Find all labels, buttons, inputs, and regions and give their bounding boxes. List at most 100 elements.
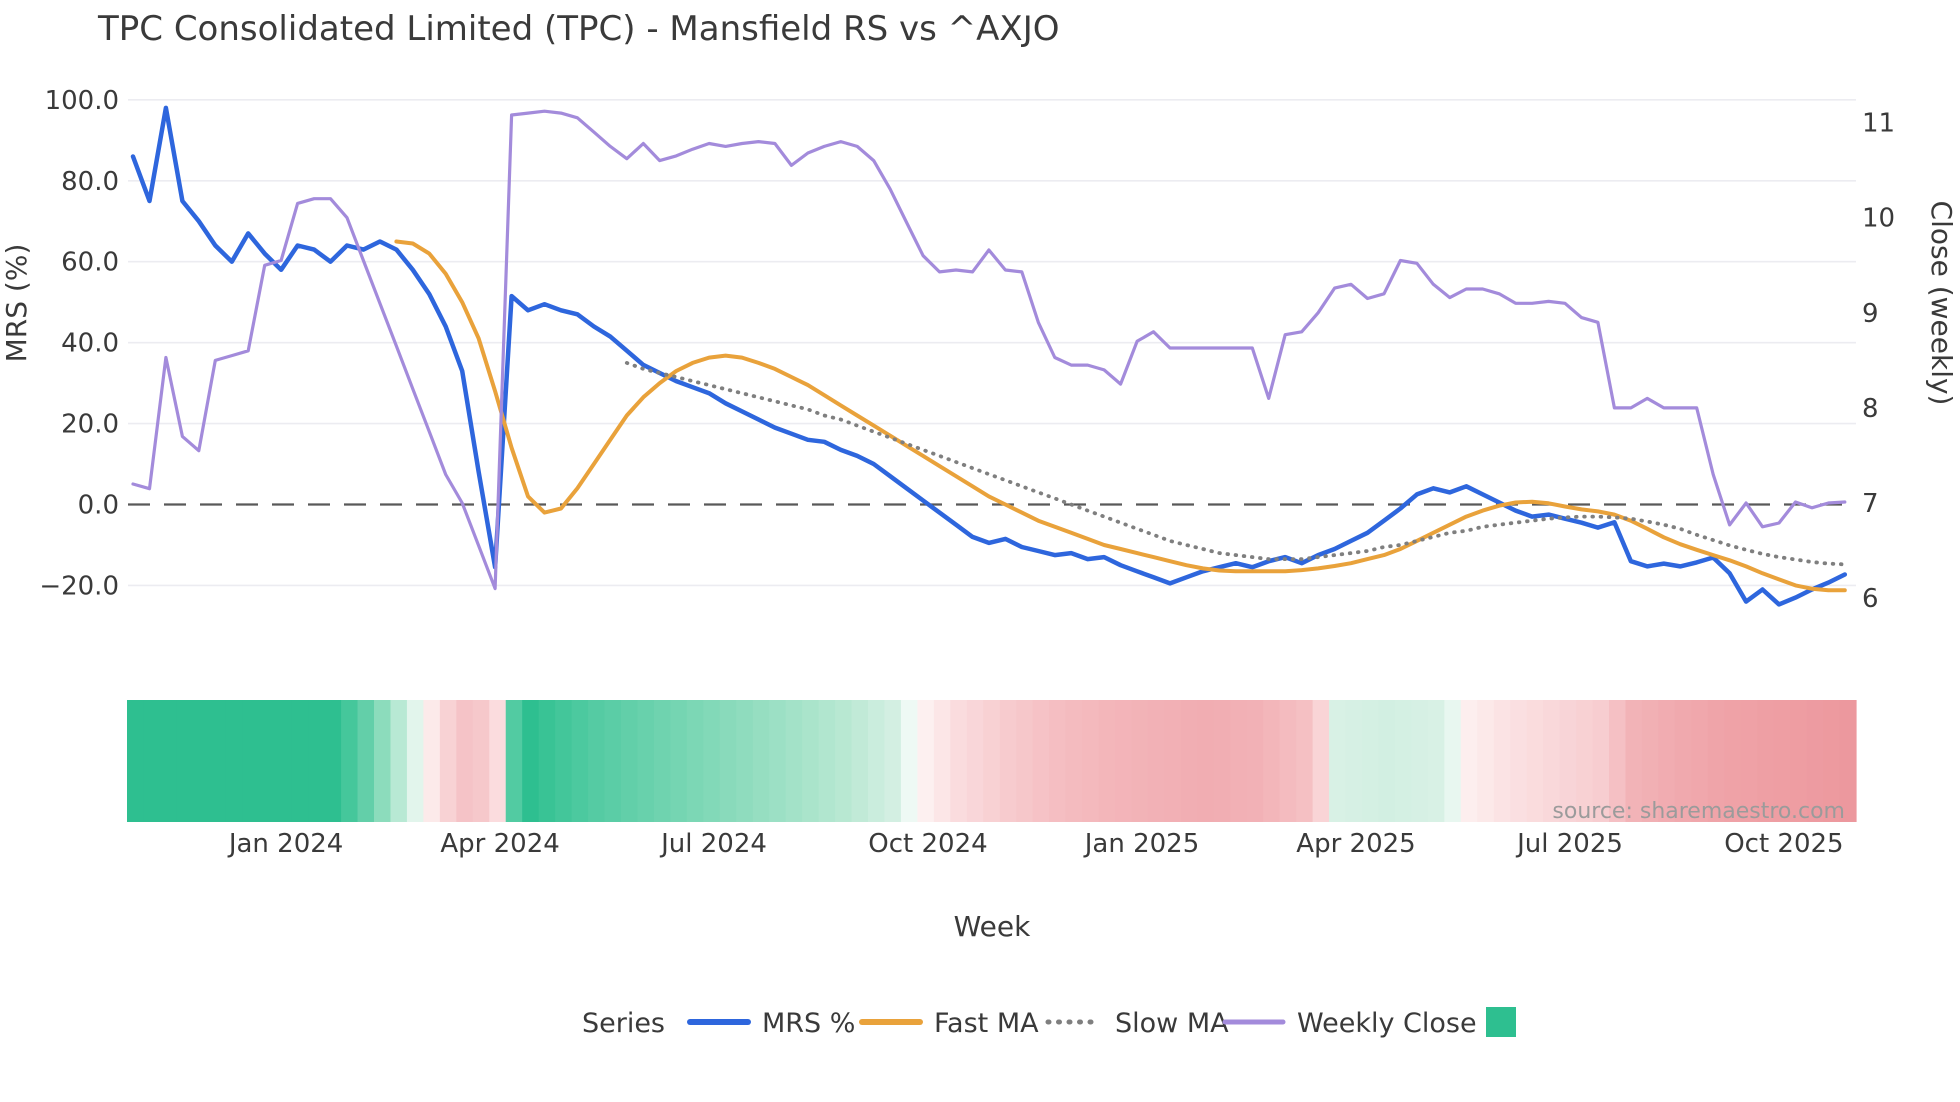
heatmap-cell	[785, 700, 803, 822]
y-axis-tick-left: 100.0	[45, 86, 119, 116]
heatmap-cell	[1082, 700, 1100, 822]
heatmap-cell	[1378, 700, 1396, 822]
heatmap-cell	[1016, 700, 1034, 822]
heatmap-cell	[769, 700, 787, 822]
heatmap-cell	[472, 700, 490, 822]
source-credit: source: sharemaestro.com	[1552, 799, 1845, 824]
heatmap-cell	[1362, 700, 1380, 822]
heatmap-cell	[686, 700, 704, 822]
heatmap-cell	[1411, 700, 1429, 822]
heatmap-cell	[1049, 700, 1067, 822]
heatmap-cell	[571, 700, 589, 822]
heatmap-cell	[176, 700, 194, 822]
heatmap-cell	[917, 700, 935, 822]
y-axis-tick-left: 80.0	[61, 167, 119, 197]
heatmap-cell	[1790, 700, 1808, 822]
series-line-slow-ma	[624, 361, 1847, 567]
heatmap-cell	[1147, 700, 1165, 822]
heatmap-cell	[1526, 700, 1544, 822]
heatmap-cell	[1394, 700, 1412, 822]
y-axis-label-right: Close (weekly)	[1925, 201, 1958, 406]
x-axis-tick: Jul 2024	[659, 829, 767, 859]
series-line-fast-ma	[394, 239, 1847, 593]
heatmap-cell	[1510, 700, 1528, 822]
heatmap-cell	[1032, 700, 1050, 822]
heatmap-cell	[1098, 700, 1116, 822]
legend-item-mrs: MRS %	[762, 1008, 855, 1039]
heatmap-cell	[1773, 700, 1791, 822]
heatmap-cell	[522, 700, 540, 822]
heatmap-cell	[505, 700, 523, 822]
heatmap-cell	[851, 700, 869, 822]
heatmap-cell	[1674, 700, 1692, 822]
heatmap-cell	[357, 700, 375, 822]
heatmap-cell	[308, 700, 326, 822]
heatmap-cell	[1427, 700, 1445, 822]
legend-item-slowma: Slow MA	[1115, 1008, 1229, 1039]
heatmap-cell	[1329, 700, 1347, 822]
series-line-weekly-close	[131, 109, 1847, 591]
heatmap-cell	[1641, 700, 1659, 822]
heatmap-cell	[1197, 700, 1215, 822]
series-lines	[130, 105, 1848, 607]
axis-tick-labels: 100.0 80.0 60.0 40.0 20.0 0.0 −20.0 11 10 9 8 7 6 Jan…	[39, 86, 1895, 859]
heatmap-cell	[1279, 700, 1297, 822]
heatmap-cell	[1296, 700, 1314, 822]
heatmap-cell	[456, 700, 474, 822]
heatmap-strip	[127, 700, 1857, 822]
heatmap-cell	[225, 700, 243, 822]
heatmap-cell	[324, 700, 342, 822]
heatmap-cell	[1691, 700, 1709, 822]
heatmap-cell	[1757, 700, 1775, 822]
x-axis-tick: Jul 2025	[1515, 829, 1623, 859]
y-axis-label-left: MRS (%)	[0, 244, 33, 363]
heatmap-cell	[1559, 700, 1577, 822]
heatmap-cell	[1444, 700, 1462, 822]
heatmap-cell	[439, 700, 457, 822]
legend-title: Series	[582, 1008, 665, 1039]
heatmap-cell	[868, 700, 886, 822]
heatmap-cell	[555, 700, 573, 822]
heatmap-cell	[818, 700, 836, 822]
y-axis-tick-right: 8	[1862, 394, 1879, 424]
x-axis-tick: Oct 2025	[1724, 829, 1843, 859]
heatmap-cell	[192, 700, 210, 822]
heatmap-cell	[604, 700, 622, 822]
heatmap-cell	[588, 700, 606, 822]
heatmap-cell	[1246, 700, 1264, 822]
heatmap-cell	[406, 700, 424, 822]
heatmap-cell	[1543, 700, 1561, 822]
heatmap-cell	[1839, 700, 1857, 822]
heatmap-cell	[983, 700, 1001, 822]
x-axis-tick: Oct 2024	[868, 829, 987, 859]
y-axis-tick-left: 20.0	[61, 410, 119, 440]
heatmap-cell	[1263, 700, 1281, 822]
heatmap-cell	[258, 700, 276, 822]
heatmap-cell	[159, 700, 177, 822]
heatmap-cell	[374, 700, 392, 822]
legend: Series MRS % Fast MA Slow MA Weekly Clos…	[582, 1007, 1516, 1039]
heatmap-cell	[423, 700, 441, 822]
heatmap-cell	[703, 700, 721, 822]
heatmap-cell	[900, 700, 918, 822]
heatmap-cell	[933, 700, 951, 822]
heatmap-cell	[1625, 700, 1643, 822]
heatmap-cell	[1065, 700, 1083, 822]
y-axis-tick-right: 10	[1862, 204, 1895, 234]
legend-heatmap-swatch	[1486, 1007, 1516, 1037]
heatmap-cell	[1609, 700, 1627, 822]
heatmap-cell	[291, 700, 309, 822]
heatmap-cell	[1740, 700, 1758, 822]
heatmap-cell	[242, 700, 260, 822]
heatmap-cell	[1658, 700, 1676, 822]
heatmap-cell	[1707, 700, 1725, 822]
series-line-mrs-	[130, 105, 1848, 607]
heatmap-cell	[1115, 700, 1133, 822]
heatmap-cell	[1806, 700, 1824, 822]
legend-item-fastma: Fast MA	[934, 1008, 1039, 1039]
y-axis-tick-right: 7	[1862, 489, 1879, 519]
heatmap-cell	[1477, 700, 1495, 822]
x-axis-tick: Jan 2024	[227, 829, 344, 859]
heatmap-cell	[1213, 700, 1231, 822]
